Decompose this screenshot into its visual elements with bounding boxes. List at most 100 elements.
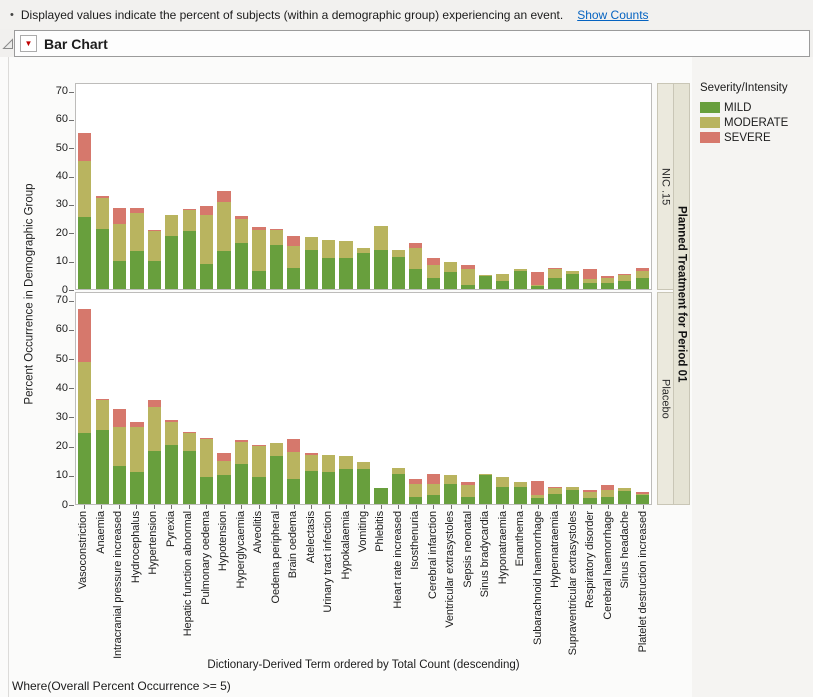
bar-segment-mild[interactable] [374,488,388,504]
bar-segment-moderate[interactable] [339,456,353,470]
bar-segment-mild[interactable] [531,286,545,289]
bar-segment-mild[interactable] [443,483,458,504]
bar-segment-moderate[interactable] [252,446,266,477]
red-triangle-menu-button[interactable]: ▼ [20,35,37,52]
bar-segment-moderate[interactable] [78,362,92,434]
bar-segment-severe[interactable] [234,216,249,219]
bar-segment-severe[interactable] [95,398,109,400]
bar-segment-mild[interactable] [565,273,580,289]
bar-segment-severe[interactable] [252,444,266,447]
bar-segment-moderate[interactable] [478,473,493,476]
bar-segment-severe[interactable] [635,492,649,494]
bar-segment-moderate[interactable] [426,483,440,496]
bar-segment-moderate[interactable] [200,214,214,264]
bar-segment-moderate[interactable] [443,475,458,484]
bar-segment-mild[interactable] [287,267,301,289]
bar-segment-mild[interactable] [600,283,614,289]
bar-segment-severe[interactable] [130,421,144,428]
bar-segment-severe[interactable] [217,190,231,202]
bar-segment-mild[interactable] [461,284,475,289]
bar-segment-mild[interactable] [391,256,405,289]
bar-segment-severe[interactable] [409,479,423,484]
bar-segment-moderate[interactable] [252,230,266,271]
bar-segment-severe[interactable] [600,276,614,278]
bar-segment-mild[interactable] [426,495,440,504]
bar-segment-severe[interactable] [583,489,597,493]
bar-segment-severe[interactable] [426,473,440,484]
bar-segment-mild[interactable] [269,245,283,289]
bar-segment-mild[interactable] [478,475,493,504]
disclosure-triangle-icon[interactable] [2,38,14,50]
bar-segment-moderate[interactable] [583,492,597,499]
bar-segment-mild[interactable] [287,479,301,504]
bar-segment-mild[interactable] [583,498,597,504]
bar-segment-moderate[interactable] [618,488,632,491]
bar-segment-moderate[interactable] [496,476,510,487]
bar-segment-moderate[interactable] [269,230,283,246]
bar-segment-mild[interactable] [217,251,231,289]
bar-segment-moderate[interactable] [304,454,318,471]
bar-segment-moderate[interactable] [234,441,249,464]
bar-segment-moderate[interactable] [217,460,231,476]
bar-segment-severe[interactable] [112,207,127,225]
bar-segment-mild[interactable] [217,475,231,504]
bar-segment-mild[interactable] [182,450,196,504]
bar-segment-moderate[interactable] [356,462,371,470]
bar-segment-mild[interactable] [635,277,649,289]
bar-segment-severe[interactable] [548,486,562,489]
legend-swatch-severe[interactable] [700,132,720,143]
bar-segment-moderate[interactable] [531,495,545,499]
bar-segment-mild[interactable] [548,493,562,504]
bar-segment-severe[interactable] [287,235,301,246]
legend-swatch-moderate[interactable] [700,117,720,128]
bar-segment-moderate[interactable] [200,438,214,477]
bar-segment-moderate[interactable] [461,269,475,285]
bar-segment-moderate[interactable] [618,274,632,281]
bar-segment-moderate[interactable] [635,493,649,496]
bar-segment-severe[interactable] [182,431,196,434]
bar-segment-moderate[interactable] [78,161,92,218]
bar-segment-severe[interactable] [147,230,162,232]
bar-segment-severe[interactable] [234,440,249,442]
bar-segment-mild[interactable] [234,242,249,289]
bar-segment-mild[interactable] [304,249,318,289]
bar-segment-moderate[interactable] [600,489,614,497]
bar-segment-moderate[interactable] [322,239,336,259]
bar-segment-moderate[interactable] [374,225,388,250]
bar-segment-moderate[interactable] [130,213,144,252]
bar-segment-mild[interactable] [496,486,510,504]
bar-segment-severe[interactable] [95,196,109,198]
bar-segment-moderate[interactable] [217,201,231,252]
bar-segment-mild[interactable] [513,270,527,289]
bar-segment-mild[interactable] [565,489,580,504]
bar-segment-moderate[interactable] [391,249,405,257]
bar-segment-moderate[interactable] [304,237,318,250]
bar-segment-mild[interactable] [95,228,109,289]
bar-segment-moderate[interactable] [322,454,336,473]
bar-segment-moderate[interactable] [409,483,423,497]
bar-segment-severe[interactable] [548,267,562,270]
bar-segment-mild[interactable] [374,249,388,289]
bar-segment-moderate[interactable] [565,486,580,490]
bar-segment-mild[interactable] [583,283,597,289]
bar-segment-mild[interactable] [409,269,423,289]
bar-segment-moderate[interactable] [461,485,475,497]
bar-segment-moderate[interactable] [409,248,423,270]
bar-segment-severe[interactable] [147,399,162,408]
bar-segment-severe[interactable] [200,437,214,439]
bar-segment-moderate[interactable] [426,265,440,278]
bar-segment-severe[interactable] [287,438,301,452]
bar-segment-severe[interactable] [531,480,545,496]
bar-segment-severe[interactable] [130,207,144,214]
bar-segment-mild[interactable] [165,444,179,504]
bar-segment-severe[interactable] [112,408,127,428]
bar-segment-moderate[interactable] [531,284,545,287]
legend-swatch-mild[interactable] [700,102,720,113]
bar-segment-severe[interactable] [78,133,92,162]
bar-segment-mild[interactable] [461,496,475,504]
bar-segment-mild[interactable] [391,473,405,504]
bar-segment-moderate[interactable] [234,218,249,243]
bar-segment-mild[interactable] [513,486,527,504]
bar-segment-severe[interactable] [583,269,597,280]
bar-segment-moderate[interactable] [635,270,649,278]
